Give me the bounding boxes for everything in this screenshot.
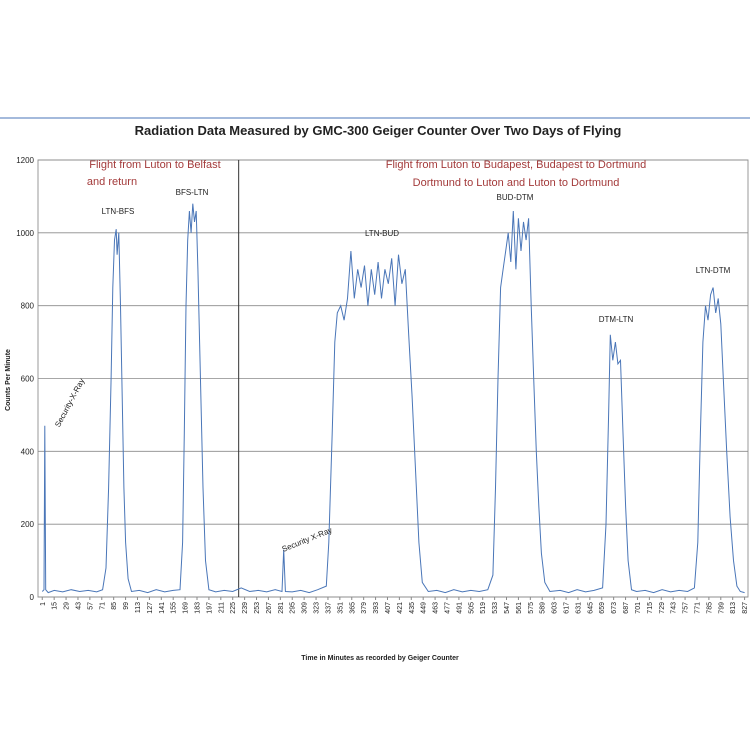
x-tick-label: 603 xyxy=(552,602,559,614)
x-tick-label: 785 xyxy=(706,602,713,614)
annotation: LTN-BFS xyxy=(102,207,135,216)
chart-title: Radiation Data Measured by GMC-300 Geige… xyxy=(135,123,622,138)
annotation: Security X-Ray xyxy=(281,526,334,554)
x-tick-label: 533 xyxy=(492,602,499,614)
x-tick-label: 449 xyxy=(421,602,428,614)
x-tick-label: 659 xyxy=(599,602,606,614)
x-tick-label: 519 xyxy=(480,602,487,614)
y-tick-label: 0 xyxy=(30,593,35,602)
x-tick-label: 71 xyxy=(99,602,106,610)
x-tick-label: 15 xyxy=(52,602,59,610)
x-tick-label: 463 xyxy=(433,602,440,614)
x-tick-label: 715 xyxy=(647,602,654,614)
x-tick-label: 1 xyxy=(40,602,47,606)
x-tick-label: 491 xyxy=(456,602,463,614)
x-tick-label: 127 xyxy=(147,602,154,614)
y-axis-label: Counts Per Minute xyxy=(5,349,12,411)
x-tick-label: 99 xyxy=(123,602,130,610)
x-tick-label: 757 xyxy=(683,602,690,614)
y-tick-label: 600 xyxy=(21,375,35,384)
x-tick-label: 771 xyxy=(694,602,701,614)
x-tick-label: 435 xyxy=(409,602,416,614)
annotation: Security-X-Ray xyxy=(53,377,86,429)
x-tick-label: 225 xyxy=(230,602,237,614)
x-axis-label: Time in Minutes as recorded by Geiger Co… xyxy=(301,655,459,662)
x-tick-label: 421 xyxy=(397,602,404,614)
y-tick-label: 800 xyxy=(21,302,35,311)
x-tick-label: 141 xyxy=(159,602,166,614)
annotation: Dortmund to Luton and Luton to Dortmund xyxy=(413,177,620,189)
x-tick-label: 197 xyxy=(206,602,213,614)
y-tick-label: 400 xyxy=(21,447,35,456)
x-tick-label: 547 xyxy=(504,602,511,614)
x-tick-label: 729 xyxy=(659,602,666,614)
x-tick-label: 379 xyxy=(361,602,368,614)
x-tick-label: 799 xyxy=(718,602,725,614)
x-tick-label: 281 xyxy=(278,602,285,614)
annotation: BFS-LTN xyxy=(176,188,209,197)
x-tick-label: 85 xyxy=(111,602,118,610)
x-tick-label: 393 xyxy=(373,602,380,614)
annotation: BUD-DTM xyxy=(497,193,534,202)
x-tick-label: 169 xyxy=(183,602,190,614)
annotation: Flight from Luton to Budapest, Budapest … xyxy=(386,159,646,171)
x-tick-label: 309 xyxy=(302,602,309,614)
x-tick-label: 183 xyxy=(195,602,202,614)
x-tick-label: 239 xyxy=(242,602,249,614)
annotation: LTN-DTM xyxy=(696,266,731,275)
data-line xyxy=(41,203,745,594)
x-tick-label: 687 xyxy=(623,602,630,614)
x-tick-label: 29 xyxy=(64,602,71,610)
x-tick-label: 323 xyxy=(314,602,321,614)
annotation: LTN-BUD xyxy=(365,229,399,238)
x-tick-label: 617 xyxy=(564,602,571,614)
x-tick-label: 337 xyxy=(325,602,332,614)
x-tick-label: 477 xyxy=(444,602,451,614)
x-tick-label: 295 xyxy=(290,602,297,614)
x-tick-label: 589 xyxy=(540,602,547,614)
x-tick-label: 57 xyxy=(87,602,94,610)
x-tick-label: 645 xyxy=(587,602,594,614)
y-tick-label: 1200 xyxy=(16,156,34,165)
x-tick-label: 701 xyxy=(635,602,642,614)
x-tick-label: 253 xyxy=(254,602,261,614)
x-tick-label: 673 xyxy=(611,602,618,614)
x-tick-label: 211 xyxy=(218,602,225,613)
x-tick-label: 43 xyxy=(75,602,82,610)
x-tick-label: 113 xyxy=(135,602,142,613)
y-tick-label: 1000 xyxy=(16,229,34,238)
x-tick-label: 813 xyxy=(730,602,737,614)
y-tick-label: 200 xyxy=(21,520,35,529)
x-tick-label: 407 xyxy=(385,602,392,614)
x-tick-label: 351 xyxy=(337,602,344,614)
x-tick-label: 155 xyxy=(171,602,178,614)
annotation: and return xyxy=(87,176,137,188)
annotation: Flight from Luton to Belfast xyxy=(89,159,220,171)
x-tick-label: 505 xyxy=(468,602,475,614)
annotation: DTM-LTN xyxy=(599,315,634,324)
x-tick-label: 267 xyxy=(266,602,273,614)
x-tick-label: 575 xyxy=(528,602,535,614)
x-tick-label: 743 xyxy=(671,602,678,614)
x-tick-label: 561 xyxy=(516,602,523,614)
x-tick-label: 827 xyxy=(742,602,749,614)
x-tick-label: 631 xyxy=(575,602,582,614)
x-tick-label: 365 xyxy=(349,602,356,614)
